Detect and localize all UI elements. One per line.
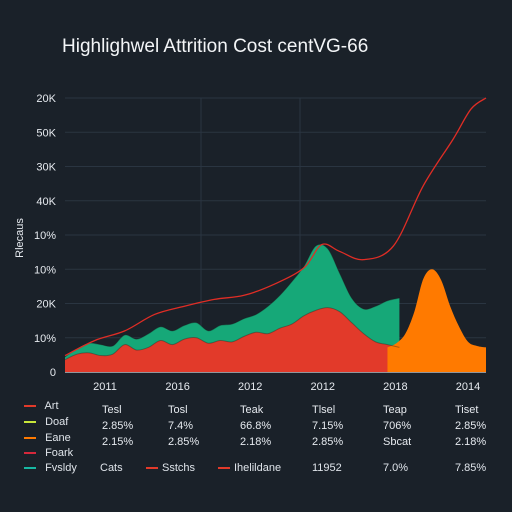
x-tick-label: 2011 <box>93 381 117 393</box>
legend-swatch-foark <box>24 452 36 455</box>
legend-cell: 2.85% <box>102 420 134 432</box>
legend-footer-cell: Ihelildane <box>218 462 281 474</box>
legend-footer-cell: 7.85% <box>455 462 487 474</box>
x-tick-label: 2014 <box>456 381 480 393</box>
legend-footer-label: Ihelildane <box>234 462 282 474</box>
legend-header: Tesl <box>102 404 122 416</box>
legend-header: Teak <box>240 404 264 416</box>
legend-footer-cell: Cats <box>100 462 123 474</box>
legend-row-doaf: Doaf <box>24 416 68 430</box>
axis-ticks: 20K 50K 30K 40K 10% 10% 20K 10% 0 2011 2016 2012 201… <box>34 93 480 393</box>
legend-cell: 2.85% <box>168 436 200 448</box>
legend-swatch-doaf <box>24 421 36 424</box>
legend-swatch-eane <box>24 437 36 440</box>
y-tick-label: 50K <box>36 127 56 139</box>
y-tick-label: 20K <box>36 93 56 105</box>
area-edge-art <box>64 307 400 361</box>
legend-cell: 7.4% <box>168 420 194 432</box>
x-tick-label: 2016 <box>165 381 189 393</box>
x-tick-label: 2018 <box>383 381 407 393</box>
legend-header: Tiset <box>455 404 479 416</box>
legend-label-eane: Eane <box>45 432 71 444</box>
legend-cell: 2.85% <box>312 436 344 448</box>
legend-row-eane: Eane <box>24 432 71 446</box>
legend-cell: 2.85% <box>455 420 487 432</box>
legend-label-art: Art <box>44 400 59 412</box>
legend-cell: Sbcat <box>383 436 412 448</box>
x-tick-label: 2012 <box>311 381 335 393</box>
legend-row-fvsldy: Fvsldy <box>24 462 77 476</box>
chart-title: Highlighwel Attrition Cost centVG-66 <box>62 36 369 57</box>
series-areas <box>65 244 486 372</box>
legend-cell: 7.15% <box>312 420 344 432</box>
legend-swatch-fvsldy <box>24 467 36 470</box>
legend-header: Teap <box>383 404 407 416</box>
area-eane <box>387 269 486 372</box>
line-foark <box>64 97 487 357</box>
legend-cell: 66.8% <box>240 420 272 432</box>
legend-header: Tlsel <box>312 404 336 416</box>
area-edge-doaf <box>64 243 400 358</box>
y-tick-label: 20K <box>36 299 56 311</box>
y-tick-label: 10% <box>34 333 56 345</box>
y-tick-label: 10% <box>34 230 56 242</box>
area-art <box>65 307 400 372</box>
y-tick-label: 40K <box>36 196 56 208</box>
legend-footer-cell: Sstchs <box>146 462 195 474</box>
y-tick-label: 30K <box>36 162 56 174</box>
legend-cell: 2.18% <box>455 436 487 448</box>
legend-row-art: Art <box>24 400 59 414</box>
legend-cell: 2.18% <box>240 436 272 448</box>
legend-footer-cell: 11952 <box>312 462 342 474</box>
legend-footer-label: Sstchs <box>162 462 196 474</box>
legend-header: Tosl <box>168 404 188 416</box>
legend-footer-swatch <box>146 467 158 470</box>
legend-row-foark: Foark <box>24 447 73 461</box>
legend-label-fvsldy: Fvsldy <box>45 462 77 474</box>
legend-footer-swatch <box>218 467 230 470</box>
y-tick-label: 0 <box>50 367 56 379</box>
legend-label-doaf: Doaf <box>45 416 69 428</box>
y-tick-label: 10% <box>34 264 56 276</box>
legend-footer-cell: 7.0% <box>383 462 409 474</box>
legend-cell: 706% <box>383 420 412 432</box>
legend-swatch-art <box>24 405 36 408</box>
legend-cell: 2.15% <box>102 436 134 448</box>
series-lines <box>64 97 487 361</box>
y-axis-label: Rlecaus <box>14 218 26 258</box>
legend-label-foark: Foark <box>45 447 74 459</box>
x-tick-label: 2012 <box>238 381 262 393</box>
legend-table: Art Doaf Eane Foark Fvsldy Tesl Tosl Tea… <box>24 400 494 490</box>
